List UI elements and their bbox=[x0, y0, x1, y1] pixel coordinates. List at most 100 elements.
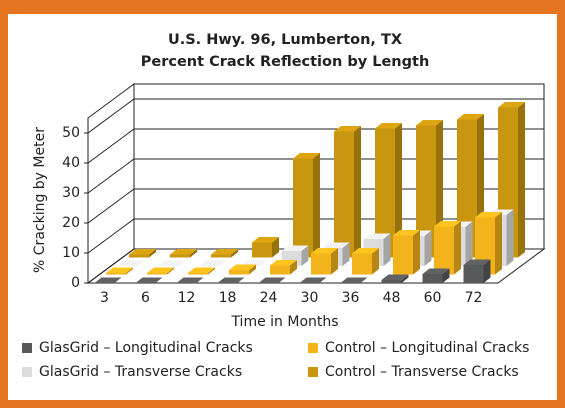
bar bbox=[334, 126, 361, 258]
bar-top bbox=[416, 120, 443, 126]
bar bbox=[129, 249, 156, 258]
bar-side bbox=[301, 245, 309, 266]
bar-top bbox=[129, 249, 156, 255]
legend-swatch bbox=[308, 343, 318, 353]
x-tick-label: 6 bbox=[141, 290, 150, 306]
bar-top bbox=[311, 248, 338, 254]
bar-side bbox=[413, 230, 420, 275]
bar bbox=[117, 260, 145, 266]
bar-side bbox=[401, 274, 409, 283]
bar-top bbox=[393, 230, 420, 236]
bar-side bbox=[331, 248, 338, 275]
bar-top bbox=[147, 267, 174, 273]
bar-front bbox=[352, 253, 372, 275]
bar-side bbox=[313, 153, 320, 258]
bar bbox=[416, 120, 443, 258]
y-tick-label: 40 bbox=[62, 155, 80, 171]
chart-title: U.S. Hwy. 96, Lumberton, TX bbox=[168, 32, 402, 48]
bar bbox=[311, 248, 338, 275]
bar-side bbox=[495, 212, 502, 275]
bar-front bbox=[422, 274, 443, 283]
bar-side bbox=[442, 268, 450, 283]
bar-front bbox=[129, 254, 149, 258]
x-tick-label: 12 bbox=[178, 290, 196, 306]
bar bbox=[199, 260, 227, 266]
bar bbox=[422, 268, 450, 283]
chart-subtitle: Percent Crack Reflection by Length bbox=[141, 54, 430, 70]
bar-top bbox=[281, 245, 309, 251]
bar-side bbox=[506, 209, 514, 266]
bar-top bbox=[463, 259, 491, 265]
bar-side bbox=[483, 259, 491, 283]
bar-front bbox=[293, 158, 313, 258]
bar-side bbox=[342, 242, 350, 266]
bar-top bbox=[217, 277, 245, 283]
bar-side bbox=[272, 237, 279, 258]
bar-top bbox=[375, 123, 402, 129]
bar bbox=[252, 237, 279, 258]
bar-top bbox=[457, 114, 484, 120]
x-tick-label: 48 bbox=[383, 290, 401, 306]
bar-top bbox=[117, 260, 145, 266]
bar-side bbox=[231, 249, 238, 258]
bar-top bbox=[270, 260, 297, 266]
bar bbox=[188, 267, 215, 275]
grid-line bbox=[87, 218, 544, 254]
bar-side bbox=[372, 248, 379, 275]
bar-front bbox=[334, 131, 354, 258]
bar-side bbox=[290, 260, 297, 275]
bar-top bbox=[252, 237, 279, 243]
bar-top bbox=[498, 102, 525, 108]
bar-side bbox=[395, 123, 402, 258]
grid-line bbox=[87, 98, 544, 134]
bar bbox=[217, 277, 245, 283]
bar bbox=[375, 123, 402, 258]
bar-top bbox=[475, 212, 502, 218]
x-tick-label: 60 bbox=[424, 290, 442, 306]
legend-label: GlasGrid – Transverse Cracks bbox=[39, 364, 242, 380]
bar bbox=[258, 277, 286, 283]
bar-top bbox=[434, 221, 461, 227]
bar-side bbox=[149, 249, 156, 258]
bar-side bbox=[167, 267, 174, 275]
bar-front bbox=[252, 242, 272, 258]
x-tick-label: 18 bbox=[219, 290, 237, 306]
bar-top bbox=[293, 153, 320, 159]
bar-top bbox=[422, 268, 450, 274]
bar-top bbox=[211, 249, 238, 255]
bar bbox=[158, 260, 186, 266]
bar-side bbox=[518, 102, 525, 258]
bar-front bbox=[311, 253, 331, 275]
bar bbox=[434, 221, 461, 275]
legend-label: Control – Transverse Cracks bbox=[325, 364, 519, 380]
bar-top bbox=[322, 242, 350, 248]
bar-side bbox=[249, 264, 256, 275]
bar-top bbox=[199, 260, 227, 266]
x-tick-label: 24 bbox=[260, 290, 278, 306]
bar-side bbox=[465, 221, 473, 266]
bar-front bbox=[381, 280, 402, 283]
y-tick-label: 0 bbox=[71, 275, 80, 291]
bar-top bbox=[158, 260, 186, 266]
bar-top bbox=[188, 267, 215, 273]
bar-front bbox=[416, 125, 436, 258]
bar bbox=[176, 277, 204, 283]
bar-top bbox=[352, 248, 379, 254]
bar-front bbox=[463, 265, 484, 283]
grid-line bbox=[87, 188, 544, 224]
bar bbox=[393, 230, 420, 275]
bar-front bbox=[106, 273, 126, 275]
bar-top bbox=[229, 264, 256, 270]
bar-top bbox=[258, 277, 286, 283]
bar-front bbox=[188, 273, 208, 275]
legend-label: GlasGrid – Longitudinal Cracks bbox=[39, 340, 253, 356]
bar-top bbox=[106, 267, 133, 273]
y-tick-label: 10 bbox=[62, 245, 80, 261]
bar-top bbox=[340, 277, 368, 283]
bar-top bbox=[299, 277, 327, 283]
bar bbox=[229, 264, 256, 275]
bar bbox=[135, 277, 163, 283]
bar bbox=[94, 277, 122, 283]
